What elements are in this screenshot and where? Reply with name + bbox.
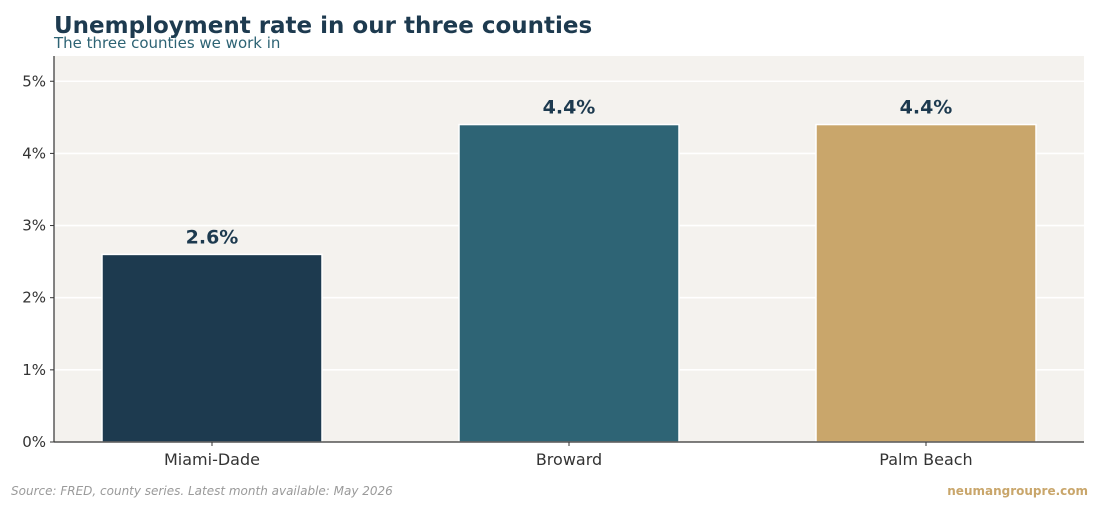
- y-tick-label: 5%: [22, 72, 46, 90]
- y-tick-label: 4%: [22, 144, 46, 162]
- y-tick-label: 1%: [22, 361, 46, 379]
- y-tick-label: 3%: [22, 217, 46, 235]
- x-tick-label: Broward: [536, 450, 602, 469]
- source-note: Source: FRED, county series. Latest mont…: [11, 484, 393, 498]
- bar: [101, 253, 323, 443]
- y-tick-label: 2%: [22, 289, 46, 307]
- y-tick-label: 0%: [22, 433, 46, 451]
- data-label: 2.6%: [186, 226, 239, 248]
- chart-title: Unemployment rate in our three counties: [54, 13, 593, 39]
- chart-subtitle: The three counties we work in: [54, 34, 281, 52]
- bar: [815, 123, 1037, 443]
- bar: [458, 123, 680, 443]
- data-label: 4.4%: [900, 97, 953, 119]
- brand-link[interactable]: neumangroupre.com: [947, 484, 1088, 498]
- x-tick-label: Miami-Dade: [164, 450, 260, 469]
- data-label: 4.4%: [543, 97, 596, 119]
- x-tick-label: Palm Beach: [879, 450, 972, 469]
